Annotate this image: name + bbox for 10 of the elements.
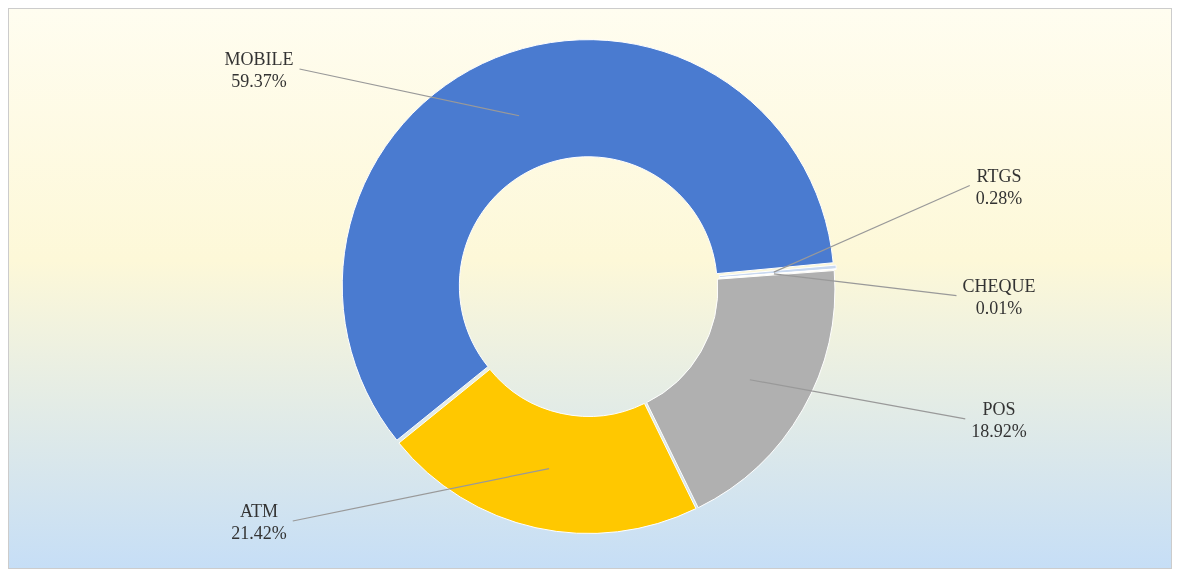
data-label: 0.01% <box>975 297 1023 318</box>
data-label: 18.92% <box>971 420 1027 441</box>
slice-label: RTGS <box>976 165 1022 186</box>
slice-label: POS <box>982 398 1016 419</box>
slice-label: ATM <box>239 501 279 521</box>
slice-label: MOBILE <box>224 49 294 69</box>
data-label: 59.37% <box>231 71 287 91</box>
slice-label: CHEQUE <box>962 275 1036 296</box>
data-label: 0.28% <box>975 187 1023 208</box>
data-label: 21.42% <box>231 523 287 543</box>
